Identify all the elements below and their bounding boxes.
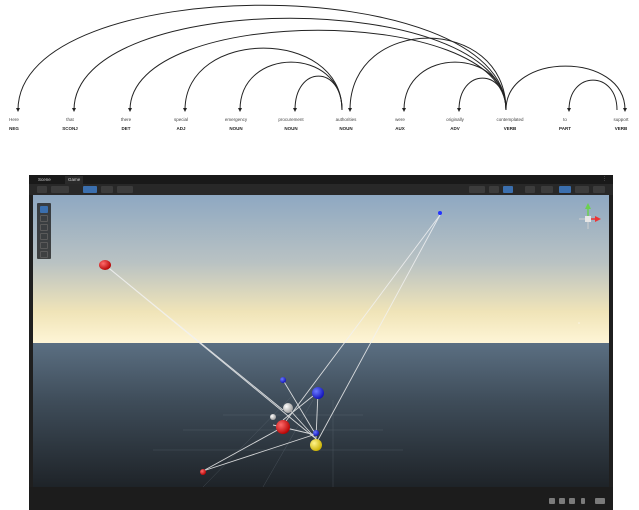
ground-plane bbox=[33, 343, 609, 487]
token-tag-1: SCONJ bbox=[62, 126, 78, 131]
brush-icon[interactable] bbox=[569, 498, 575, 504]
dependency-arc bbox=[16, 4, 507, 112]
node-red-small[interactable] bbox=[200, 469, 206, 475]
token-word-10: to bbox=[563, 117, 567, 122]
rect-tool-icon[interactable] bbox=[40, 242, 48, 249]
debug-icon[interactable] bbox=[581, 498, 585, 504]
dependency-arc bbox=[183, 47, 343, 112]
tab-game-label: Game bbox=[68, 177, 81, 182]
scene-toolbar bbox=[29, 184, 613, 195]
dependency-arc bbox=[293, 75, 343, 112]
scene-viewport[interactable] bbox=[33, 195, 609, 487]
transform-tool-icon[interactable] bbox=[40, 251, 48, 258]
token-tag-2: DET bbox=[121, 126, 131, 131]
orientation-gizmo[interactable] bbox=[579, 203, 601, 229]
unity-editor-window: Scene Game ⋮ bbox=[29, 175, 613, 510]
token-tag-3: ADJ bbox=[176, 126, 186, 131]
token-word-2: there bbox=[120, 117, 132, 122]
token-tag-6: NOUN bbox=[339, 126, 353, 131]
tab-scene[interactable]: Scene bbox=[35, 176, 54, 184]
node-blue-a[interactable] bbox=[280, 377, 286, 383]
dependency-arc bbox=[128, 29, 507, 112]
more-options-icon[interactable]: ⋮ bbox=[602, 176, 607, 182]
token-tag-7: AUX bbox=[395, 126, 405, 131]
token-tag-0: NEG bbox=[9, 126, 19, 131]
layers-icon[interactable] bbox=[549, 498, 555, 504]
view-2d-button[interactable] bbox=[489, 186, 499, 193]
tab-bar: Scene Game ⋮ bbox=[29, 175, 613, 184]
gizmo-dropdown[interactable] bbox=[469, 186, 485, 193]
rotate-tool-icon[interactable] bbox=[40, 224, 48, 231]
token-word-6: authorities bbox=[335, 117, 357, 122]
node-blue-c[interactable] bbox=[313, 430, 319, 436]
grid-snap-dropdown[interactable] bbox=[117, 186, 133, 193]
gizmos-button[interactable] bbox=[593, 186, 605, 193]
sky bbox=[33, 195, 609, 345]
dependency-parse-diagram bbox=[16, 4, 627, 112]
token-tag-10: PART bbox=[559, 126, 571, 131]
dependency-arc bbox=[238, 61, 343, 112]
tools-overlay bbox=[37, 203, 51, 259]
light-gizmo bbox=[578, 322, 580, 324]
dependency-arc bbox=[567, 79, 618, 112]
node-red-large[interactable] bbox=[276, 420, 290, 434]
dependency-arc bbox=[348, 37, 507, 112]
token-word-11: support bbox=[613, 117, 629, 122]
dependency-arc bbox=[402, 61, 507, 112]
node-white-a[interactable] bbox=[283, 403, 293, 413]
status-bar bbox=[29, 487, 613, 510]
move-tool-icon[interactable] bbox=[40, 215, 48, 222]
lighting-toggle-button[interactable] bbox=[503, 186, 513, 193]
view-tool-icon[interactable] bbox=[40, 206, 48, 213]
token-word-9: contemplated bbox=[496, 117, 524, 122]
token-word-7: were bbox=[395, 117, 405, 122]
settings-icon[interactable] bbox=[595, 498, 605, 504]
node-blue-small[interactable] bbox=[438, 211, 442, 215]
token-word-4: emergency bbox=[224, 117, 248, 122]
token-tag-5: NOUN bbox=[284, 126, 298, 131]
token-word-5: procurement bbox=[278, 117, 304, 122]
scene-render bbox=[33, 195, 609, 487]
token-tag-8: ADV bbox=[450, 126, 460, 131]
camera-dropdown[interactable] bbox=[575, 186, 589, 193]
search-icon[interactable] bbox=[559, 498, 565, 504]
global-toggle-button[interactable] bbox=[101, 186, 113, 193]
hidden-objects-button[interactable] bbox=[559, 186, 571, 193]
dependency-arc bbox=[72, 17, 507, 112]
token-tag-9: VERB bbox=[503, 126, 517, 131]
dependency-arc bbox=[505, 65, 627, 112]
token-tag-4: NOUN bbox=[229, 126, 243, 131]
node-blue-b[interactable] bbox=[312, 387, 324, 399]
dependency-arc bbox=[457, 77, 507, 112]
node-red-far[interactable] bbox=[99, 260, 111, 270]
tab-scene-label: Scene bbox=[38, 177, 51, 182]
token-word-1: that bbox=[66, 117, 74, 122]
shading-dropdown[interactable] bbox=[51, 186, 69, 193]
node-yellow[interactable] bbox=[310, 439, 322, 451]
scale-tool-icon[interactable] bbox=[40, 233, 48, 240]
token-tag-11: VERB bbox=[614, 126, 628, 131]
node-white-b[interactable] bbox=[270, 414, 276, 420]
audio-toggle-button[interactable] bbox=[525, 186, 535, 193]
token-word-8: originally bbox=[446, 117, 464, 122]
effects-dropdown[interactable] bbox=[541, 186, 553, 193]
edges bbox=[104, 214, 441, 472]
token-word-3: special bbox=[173, 117, 188, 122]
tab-game[interactable]: Game bbox=[65, 176, 84, 184]
token-word-0: Here bbox=[9, 117, 19, 122]
pivot-toggle-button[interactable] bbox=[83, 186, 97, 193]
draw-mode-button[interactable] bbox=[37, 186, 47, 193]
